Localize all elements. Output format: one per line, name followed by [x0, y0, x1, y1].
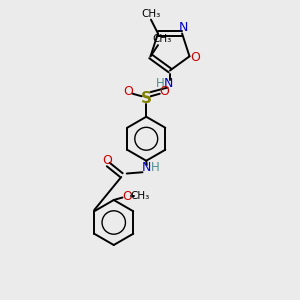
- Text: O: O: [123, 190, 132, 203]
- Text: S: S: [141, 91, 152, 106]
- Text: N: N: [178, 21, 188, 34]
- Text: CH₃: CH₃: [130, 191, 150, 201]
- Text: O: O: [123, 85, 133, 98]
- Text: CH₃: CH₃: [141, 9, 160, 19]
- Text: N: N: [142, 161, 152, 174]
- Text: O: O: [102, 154, 112, 167]
- Text: N: N: [164, 77, 173, 90]
- Text: O: O: [190, 51, 200, 64]
- Text: H: H: [156, 77, 165, 90]
- Text: O: O: [159, 85, 169, 98]
- Text: H: H: [152, 161, 160, 174]
- Text: CH₃: CH₃: [152, 34, 171, 44]
